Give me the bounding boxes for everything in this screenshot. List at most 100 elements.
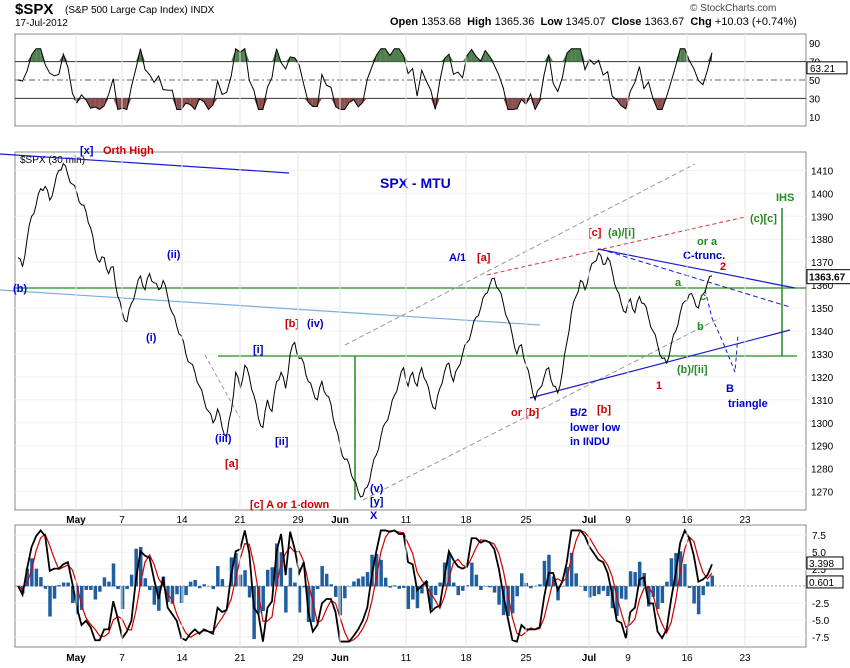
wave-label: [ii] <box>275 436 289 448</box>
macd-histogram-bar <box>510 586 515 614</box>
macd-histogram-bar <box>216 566 220 587</box>
hist-value-box <box>806 575 844 589</box>
price-panel: 1270 1280 1290 1300 1310 1320 1330 1340 1350 1360… <box>0 145 850 522</box>
macd-histogram-bar <box>615 586 619 616</box>
macd-histogram-bar <box>474 574 479 587</box>
macd-histogram-bar <box>207 586 211 587</box>
macd-histogram-bar <box>483 586 488 587</box>
rsi-overbought-fill <box>467 49 472 62</box>
x-tick-label: 18 <box>460 515 472 526</box>
macd-histogram-bar <box>597 586 601 595</box>
macd-histogram-bar <box>89 586 93 590</box>
macd-histogram-bar <box>402 586 406 588</box>
rsi-oversold-fill <box>262 98 268 110</box>
macd-histogram-bar <box>533 586 538 587</box>
macd-histogram-bar <box>606 586 610 597</box>
wave-label: b <box>697 321 704 333</box>
macd-histogram-bar <box>392 585 397 587</box>
macd-histogram-bar <box>111 563 116 587</box>
macd-histogram-bar <box>628 571 633 587</box>
macd-histogram-bar <box>39 577 43 587</box>
price-tick-label: 1350 <box>811 304 834 315</box>
macd-histogram-bar <box>211 586 216 590</box>
macd-histogram-bar <box>302 586 306 588</box>
macd-histogram-bar <box>188 581 193 587</box>
projection-path <box>704 289 739 373</box>
macd-tick-label: -2.5 <box>812 599 830 610</box>
macd-histogram-bar <box>297 586 302 613</box>
price-tick-label: 1270 <box>811 488 834 499</box>
macd-histogram-bar <box>315 586 320 590</box>
rsi-oversold-fill <box>308 98 313 107</box>
wave-label: X <box>370 510 378 522</box>
rsi-overbought-fill <box>36 48 41 62</box>
x-tick-label: 14 <box>176 653 188 664</box>
wave-label: (b) <box>13 283 27 295</box>
macd-histogram-bar <box>547 554 551 587</box>
macd-histogram-bar <box>75 586 79 615</box>
x-tick-label: 16 <box>681 653 693 664</box>
macd-histogram-bar <box>352 581 356 587</box>
macd-histogram-bar <box>98 586 102 592</box>
price-tick-label: 1380 <box>811 235 834 246</box>
x-tick-label: 7 <box>119 653 125 664</box>
macd-histogram-bar <box>252 586 256 640</box>
macd-tick-label: -5.0 <box>812 616 830 627</box>
macd-histogram-bar <box>465 585 470 587</box>
wave-label: [x] <box>80 145 94 157</box>
watermark: © StockCharts.com <box>690 3 777 14</box>
macd-tick-label: 2.5 <box>812 565 826 576</box>
rsi-overbought-fill <box>399 48 404 62</box>
symbol-title: $SPX <box>15 1 54 18</box>
macd-histogram-bar <box>538 584 542 587</box>
rsi-oversold-fill <box>312 98 318 107</box>
macd-histogram-bar <box>256 586 261 614</box>
rsi-oversold-fill <box>657 98 663 110</box>
wave-label: (c)[c] <box>750 213 777 225</box>
macd-histogram-bar <box>687 586 692 588</box>
macd-histogram-bar <box>48 586 52 617</box>
wave-label: (a)/[i] <box>608 227 635 239</box>
macd-histogram-bar <box>488 586 492 588</box>
wave-label: C-trunc. <box>683 250 725 262</box>
wave-label: [c] A or 1-down <box>250 499 330 511</box>
trendline-upper <box>0 153 290 174</box>
macd-histogram-bar <box>560 586 565 587</box>
wave-label: [a] <box>477 252 491 264</box>
x-axis: MayMay77141421212929JunJun111118182525Ju… <box>66 34 751 664</box>
macd-histogram-bar <box>193 579 197 587</box>
rsi-overbought-fill <box>371 55 377 62</box>
series-label: $SPX (30 min) <box>20 155 85 166</box>
macd-histogram-bar <box>411 586 415 600</box>
x-tick-label: 9 <box>625 515 631 526</box>
wave-label: 2 <box>720 261 726 273</box>
rsi-overbought-fill <box>489 56 495 62</box>
macd-histogram-bar <box>134 548 138 587</box>
macd-histogram-bar <box>415 586 420 609</box>
macd-histogram-bar <box>569 552 574 587</box>
x-tick-label: 11 <box>401 653 412 664</box>
macd-histogram-bar <box>451 582 456 587</box>
rsi-oversold-fill <box>90 98 96 109</box>
wave-label: [y] <box>370 496 384 508</box>
rsi-oversold-fill <box>95 98 100 110</box>
x-tick-label: 29 <box>292 515 304 526</box>
x-tick-label: 9 <box>625 653 631 664</box>
macd-histogram-bar <box>170 586 175 604</box>
wave-label: (i) <box>146 332 157 344</box>
macd-histogram-bar <box>365 572 370 587</box>
macd-histogram-bar <box>334 586 338 597</box>
hist-value: 0.601 <box>809 578 834 589</box>
macd-histogram-bar <box>447 553 451 587</box>
wave-label: [i] <box>253 344 264 356</box>
macd-histogram-bar <box>57 585 61 587</box>
rsi-oversold-fill <box>362 98 368 103</box>
macd-histogram-bar <box>660 586 665 603</box>
macd-histogram-bar <box>279 552 284 587</box>
rsi-line <box>17 47 713 111</box>
rsi-overbought-fill <box>135 48 141 62</box>
macd-histogram-bar <box>388 586 392 588</box>
rsi-overbought-fill <box>689 60 694 62</box>
rsi-oversold-fill <box>208 98 214 110</box>
wave-label: a <box>675 277 682 289</box>
